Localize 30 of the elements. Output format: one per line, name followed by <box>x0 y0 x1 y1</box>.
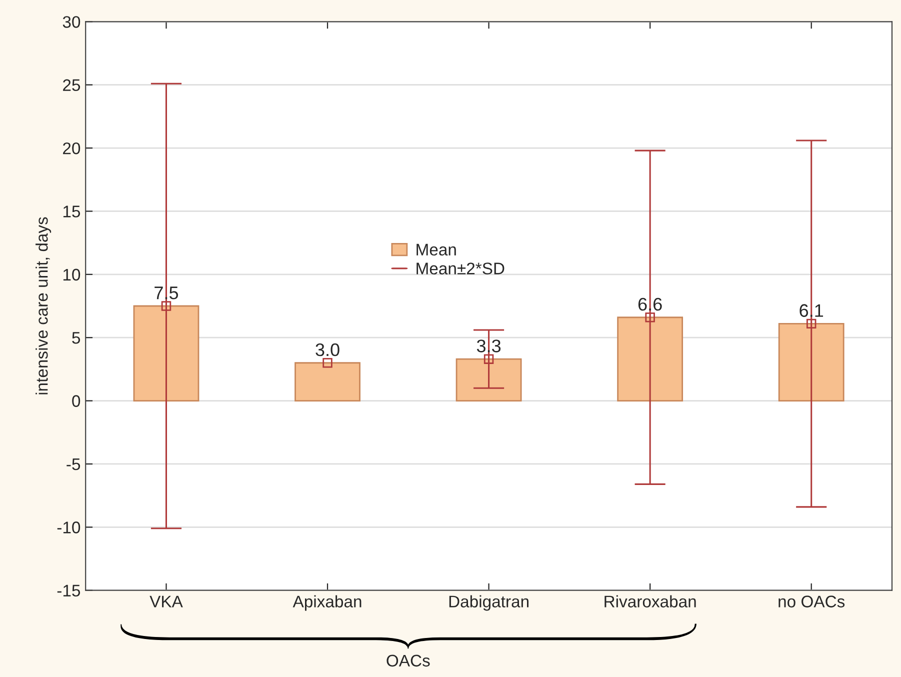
x-tick-label: Rivaroxaban <box>604 595 696 608</box>
x-tick-label: Dabigatran <box>449 595 528 611</box>
bar <box>294 362 360 402</box>
x-tick-label: VKA <box>150 596 183 608</box>
y-tick-label: 10 <box>63 268 80 281</box>
point <box>645 312 655 322</box>
y-tick-label: -10 <box>57 522 80 534</box>
point <box>484 354 494 364</box>
x-tick-label: no OACs <box>778 596 845 608</box>
point <box>161 301 172 311</box>
point <box>322 358 332 368</box>
bar <box>617 316 684 402</box>
bar <box>778 323 844 402</box>
annotation: Mean±2*SD <box>416 262 504 274</box>
point <box>806 318 816 329</box>
y-tick-label: 5 <box>72 332 80 344</box>
bar <box>456 358 522 402</box>
x-tick-label: Apixaban <box>292 595 362 611</box>
y-tick-label: 25 <box>63 79 80 92</box>
y-tick-label: -15 <box>57 584 80 597</box>
y-tick-label: 20 <box>63 142 80 154</box>
y-tick-label: 30 <box>62 16 80 28</box>
text: 3.0 <box>316 343 340 356</box>
y-tick-label: 15 <box>63 206 80 218</box>
y-tick-label: 0 <box>72 395 80 407</box>
text: OACs <box>386 654 430 667</box>
legend-label: Mean <box>416 244 456 256</box>
y-tick-label: -5 <box>66 458 80 470</box>
bar <box>133 305 200 402</box>
y-axis-title: intensive care unit, days <box>36 217 52 394</box>
